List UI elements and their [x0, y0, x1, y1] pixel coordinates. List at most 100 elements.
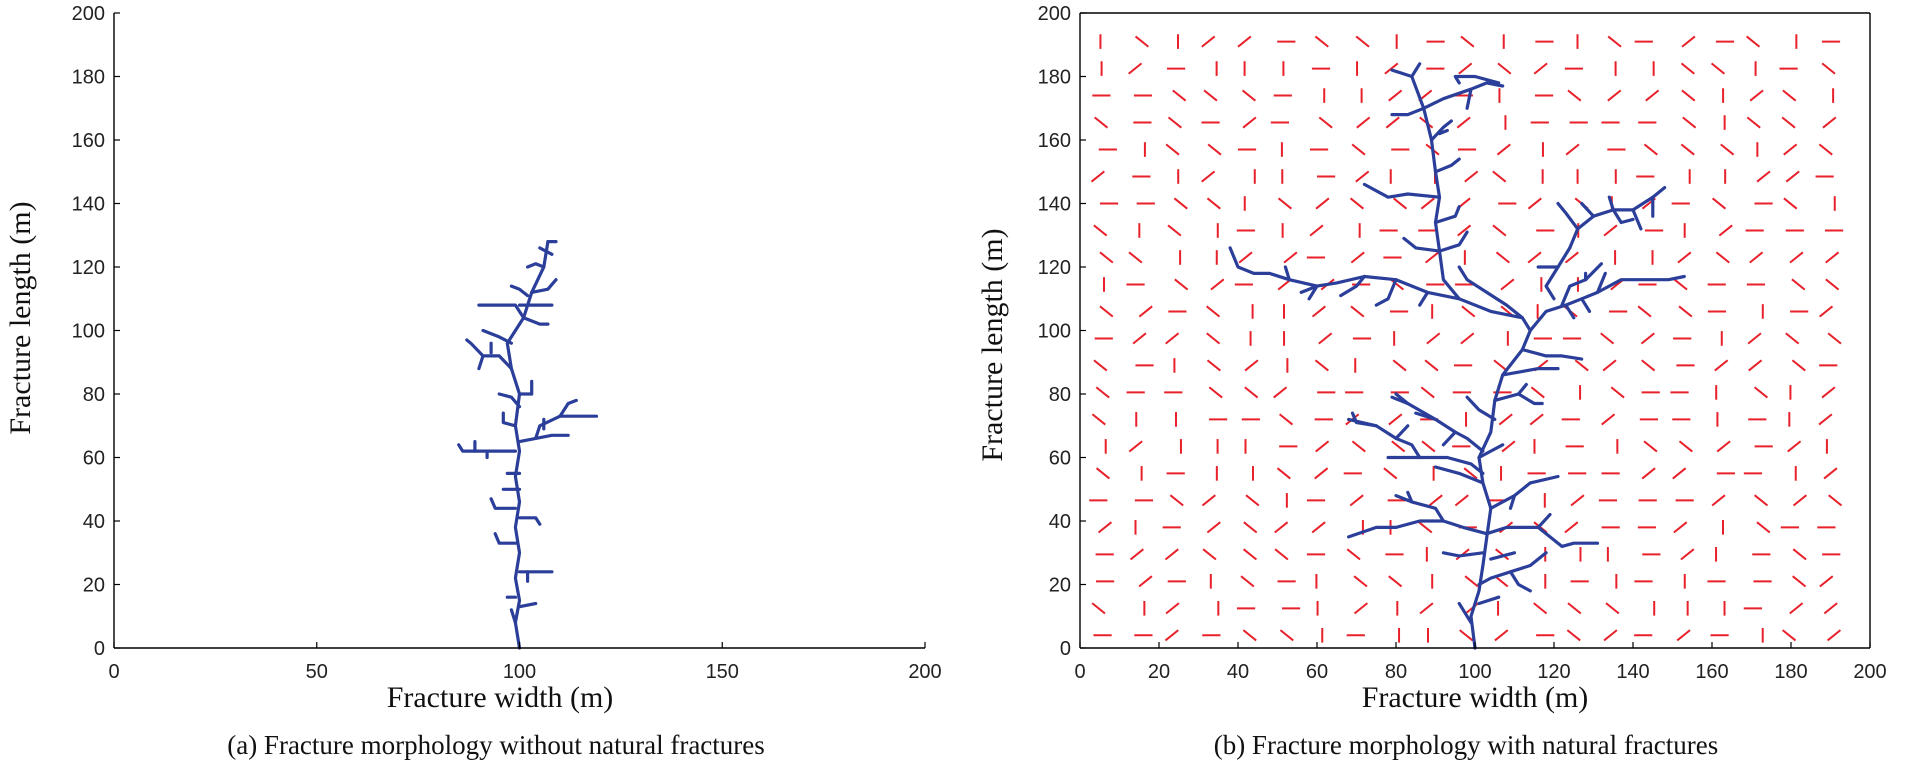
natural-fracture-mark [1244, 359, 1259, 372]
chart-a-y-tick-label: 40 [83, 511, 105, 533]
natural-fracture-mark [1318, 332, 1333, 345]
hydraulic-fracture-branch [522, 316, 550, 326]
chart-b-y-tick-label: 80 [1049, 384, 1071, 406]
natural-fracture-mark [1095, 386, 1110, 399]
natural-fracture-mark [1789, 602, 1804, 615]
hydraulic-fracture-branch [1580, 201, 1596, 218]
hydraulic-fracture-branch [1433, 205, 1461, 225]
hydraulic-fracture-branch [1307, 284, 1319, 301]
chart-b-x-tick-label: 40 [1227, 661, 1249, 683]
natural-fracture-mark [1460, 332, 1475, 345]
natural-fracture-mark [1672, 467, 1687, 480]
natural-fracture-mark [1353, 575, 1368, 588]
natural-fracture-mark [1498, 413, 1513, 426]
natural-fracture-mark [1094, 116, 1109, 129]
natural-fracture-mark [1128, 251, 1143, 264]
natural-fracture-mark [1497, 62, 1512, 75]
natural-fracture-mark [1756, 170, 1771, 183]
hydraulic-fracture-branch [1437, 230, 1469, 253]
natural-fracture-mark [1610, 386, 1625, 399]
natural-fracture-mark [1172, 89, 1187, 102]
chart-a-axis-layer: 0 50 100 150 200 0 20 40 60 80 100 120 140 160 180 200 [72, 3, 942, 683]
natural-fracture-mark [1821, 386, 1836, 399]
natural-fracture-mark [1201, 35, 1216, 48]
chart-b-y-tick-label: 200 [1038, 3, 1071, 25]
hydraulic-fracture-branch [465, 338, 513, 371]
natural-fracture-mark [1500, 278, 1515, 291]
natural-fracture-mark [1600, 332, 1615, 345]
hydraulic-fracture-branch [1437, 128, 1449, 136]
natural-fracture-mark [1530, 386, 1545, 399]
natural-fracture-mark [1244, 386, 1259, 399]
chart-a-y-tick-label: 60 [83, 448, 105, 470]
natural-fracture-mark [1821, 62, 1836, 75]
natural-fracture-mark [1607, 89, 1622, 102]
hydraulic-fracture-branch [501, 411, 517, 428]
hydraulic-fracture-branch [1580, 297, 1592, 313]
natural-fracture-mark [1492, 224, 1507, 237]
natural-fracture-mark [1167, 224, 1182, 237]
natural-fracture-mark [1208, 386, 1223, 399]
natural-fracture-mark [1134, 35, 1150, 48]
natural-fracture-mark [1673, 521, 1688, 534]
chart-a-series-layer [457, 240, 599, 650]
chart-a-y-tick-label: 120 [72, 257, 105, 279]
natural-fracture-mark [1711, 494, 1726, 507]
hydraulic-fracture-branch [530, 278, 558, 294]
natural-fracture-mark [1206, 332, 1221, 345]
chart-b-series-layer [1228, 62, 1686, 650]
hydraulic-fracture-branch [1477, 551, 1548, 587]
natural-fracture-mark [1527, 251, 1542, 264]
natural-fracture-mark [1099, 305, 1114, 318]
natural-fracture-mark [1782, 89, 1797, 102]
natural-fracture-mark [1676, 629, 1691, 642]
natural-fracture-mark [1825, 251, 1840, 264]
natural-fracture-mark [1097, 521, 1113, 534]
natural-fracture-mark [1822, 116, 1837, 129]
natural-fracture-mark [1203, 89, 1218, 102]
natural-fracture-mark [1565, 143, 1580, 156]
hydraulic-fracture-branch [1508, 494, 1517, 510]
natural-fracture-mark [1201, 170, 1216, 183]
natural-fracture-mark [1720, 143, 1735, 156]
natural-fracture-mark [1792, 575, 1807, 588]
natural-fracture-mark [1637, 305, 1652, 318]
natural-fracture-mark [1206, 359, 1221, 372]
natural-fracture-mark [1825, 278, 1840, 291]
hydraulic-fracture-branch [558, 398, 578, 418]
natural-fracture-mark [1564, 251, 1579, 264]
natural-fracture-mark [1314, 35, 1329, 48]
natural-fracture-mark [1174, 278, 1189, 291]
natural-fracture-mark [1349, 197, 1365, 210]
natural-fracture-mark [1681, 35, 1696, 48]
hydraulic-fracture-branch [1347, 519, 1489, 539]
natural-fracture-mark [1091, 413, 1106, 426]
natural-fracture-mark [1718, 224, 1733, 237]
natural-fracture-mark [1240, 575, 1255, 588]
natural-fracture-mark [1493, 359, 1508, 372]
natural-fracture-mark [1566, 629, 1581, 642]
natural-fracture-mark [1093, 359, 1108, 372]
chart-b: 0 20 40 60 80 100 120 140 160 180 200 0 20 40 60 80 100 1… [976, 3, 1887, 760]
natural-fracture-mark [1091, 602, 1106, 615]
natural-fracture-mark [1746, 116, 1761, 129]
natural-fracture-mark [1392, 359, 1407, 372]
chart-b-y-tick-label: 160 [1038, 130, 1071, 152]
natural-fracture-mark [1826, 629, 1842, 642]
natural-fracture-mark [1605, 602, 1620, 615]
chart-a-x-label: Fracture width (m) [387, 681, 614, 714]
natural-fracture-mark [1165, 602, 1180, 615]
natural-fracture-mark [1242, 116, 1257, 129]
chart-a-x-tick-label: 100 [503, 661, 536, 683]
natural-fracture-mark [1459, 629, 1474, 642]
natural-fracture-mark [1495, 548, 1510, 561]
hydraulic-fracture-branch [526, 262, 546, 269]
hydraulic-fracture-branch [1410, 62, 1422, 79]
natural-fracture-mark [1643, 143, 1658, 156]
caption-b: (b) Fracture morphology with natural fra… [1214, 730, 1719, 760]
hydraulic-fracture-branch [517, 516, 542, 526]
chart-b-axis-layer: 0 20 40 60 80 100 120 140 160 180 200 0 20 40 60 80 100 1… [1038, 3, 1887, 683]
chart-b-x-tick-label: 60 [1306, 661, 1328, 683]
natural-fracture-mark [1315, 440, 1330, 453]
natural-fracture-mark [1206, 305, 1221, 318]
